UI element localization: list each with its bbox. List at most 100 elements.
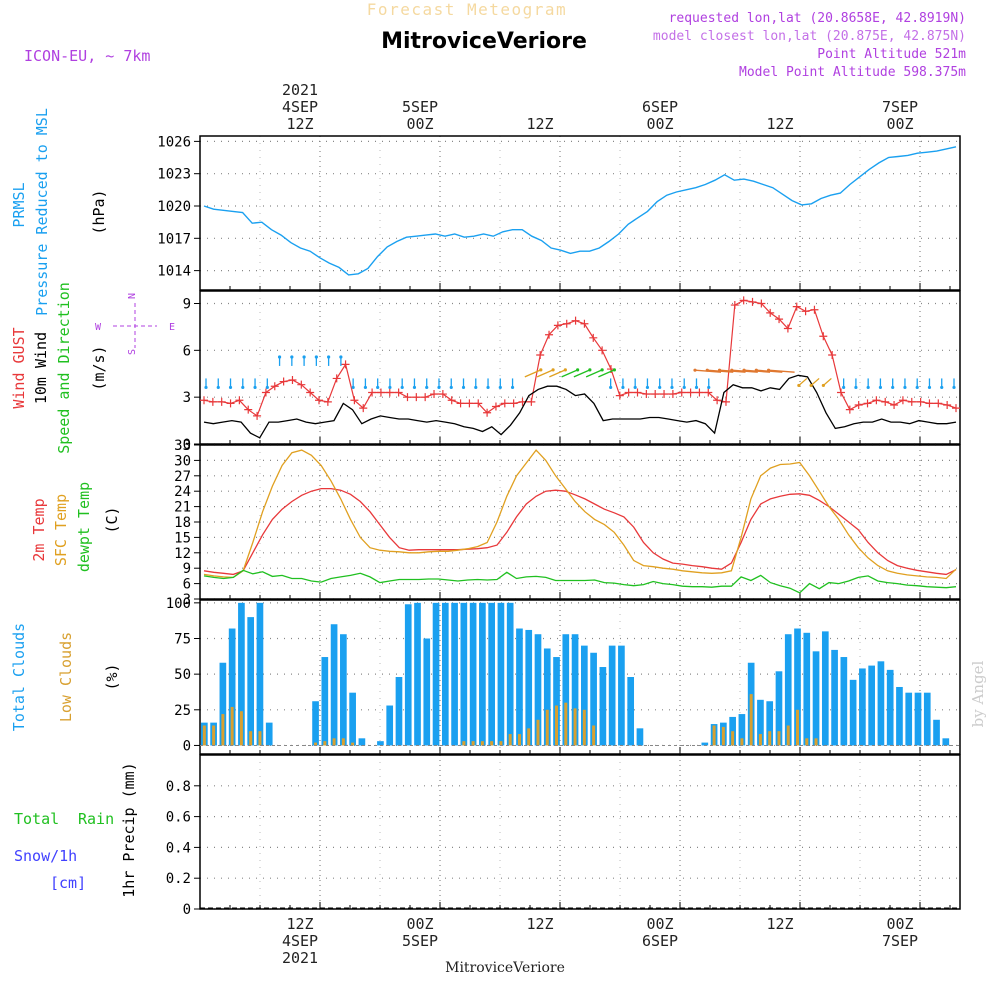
temp-dewpt-label: dewpt Temp (75, 482, 93, 572)
gust-marker (288, 375, 297, 384)
wind-arrow-head (563, 368, 567, 372)
wind-speed-dir-label: Speed and Direction (55, 282, 73, 454)
total-clouds-bar (358, 738, 366, 746)
wind-arrow-head (645, 385, 650, 390)
wind-arrow-head (339, 355, 343, 359)
total-clouds-bar (803, 632, 811, 746)
total-clouds-bar (914, 692, 922, 746)
low-clouds-bar (573, 708, 577, 746)
time-label-top: 00Z (406, 115, 433, 133)
gust-marker (651, 390, 660, 399)
gust-marker (421, 393, 430, 402)
clouds-unit: (%) (103, 663, 121, 690)
gust-marker (783, 324, 792, 333)
wind-arrow-head (717, 368, 722, 372)
low-clouds-bar (749, 694, 753, 746)
total-clouds-bar (525, 629, 533, 746)
wind-arrow-head (609, 385, 613, 390)
gust-marker (253, 411, 262, 420)
gust-marker (766, 308, 775, 317)
time-label-top: 12Z (526, 115, 553, 133)
total-clouds-bar (757, 699, 764, 746)
time-label-bottom: 12Z (526, 915, 553, 933)
wind-gust-label: Wind GUST (10, 327, 28, 408)
total-clouds-bar (849, 679, 857, 746)
gust-marker (642, 390, 651, 399)
wind-arrow-head (576, 368, 580, 372)
total-clouds-bar (905, 692, 913, 746)
gust-marker (430, 390, 439, 399)
gust-marker (571, 316, 580, 325)
time-label-bottom: 00Z (406, 915, 433, 933)
total-clouds-bar (618, 645, 625, 746)
gust-marker (385, 388, 394, 397)
wind-arrow-head (809, 383, 813, 388)
wind-direction-arrow (524, 369, 542, 378)
total-clouds-bar (794, 628, 801, 746)
total-clouds-bar (321, 657, 329, 746)
gust-marker (633, 388, 642, 397)
wind-arrow-head (351, 385, 355, 390)
gust-marker (730, 301, 739, 310)
time-label-bottom: 2021 (282, 949, 318, 967)
low-clouds-bar (805, 738, 809, 746)
wind-arrow-head (388, 385, 392, 390)
wind-arrow-head (682, 385, 686, 390)
low-clouds-bar (712, 725, 716, 746)
gust-marker (721, 397, 730, 406)
total-clouds-bar (859, 668, 866, 746)
gust-marker (881, 397, 890, 406)
gust-marker (403, 393, 412, 402)
gust-marker (836, 388, 845, 397)
time-label-bottom: 6SEP (642, 932, 678, 950)
time-label-top: 00Z (886, 115, 913, 133)
gust-marker (801, 307, 810, 316)
total-clouds-bar (488, 602, 495, 746)
total-clouds-bar (590, 652, 597, 746)
station-title: MitroviceVeriore (381, 29, 587, 54)
wind-arrow-head (612, 368, 616, 372)
gust-marker (200, 396, 208, 405)
panel-frame (199, 599, 961, 755)
pressure-series-line (203, 146, 957, 276)
gust-marker (332, 374, 341, 383)
wind-arrow-head (204, 385, 208, 390)
wind-series-line (203, 374, 957, 439)
gust-marker (845, 405, 854, 414)
y-tick-label: 18 (174, 515, 191, 531)
y-tick-label: 0 (183, 738, 191, 754)
low-clouds-bar (212, 725, 216, 746)
gust-marker (615, 391, 624, 400)
total-clouds-bar (701, 742, 709, 746)
gust-marker (315, 396, 324, 405)
gust-marker (854, 400, 863, 409)
total-clouds-bar (238, 602, 245, 746)
total-clouds-label: Total Clouds (10, 623, 28, 731)
gust-marker (244, 405, 253, 414)
gust-marker (819, 332, 828, 341)
total-clouds-bar (497, 602, 505, 746)
gust-marker (580, 319, 589, 328)
total-clouds-bar (840, 657, 848, 746)
total-clouds-bar (460, 602, 468, 746)
y-tick-label: 0 (183, 902, 191, 918)
model-label: ICON-EU, ~ 7km (24, 47, 150, 65)
wind-arrow-head (228, 385, 233, 390)
wind-arrow-head (903, 385, 907, 390)
y-tick-label: 24 (174, 484, 191, 500)
wind-arrow-head (633, 385, 637, 390)
panel-frame (199, 290, 961, 445)
wind-arrow-head (821, 383, 825, 388)
total-label: Total (14, 810, 59, 828)
total-clouds-bar (896, 686, 903, 746)
total-clouds-bar (395, 677, 403, 746)
y-tick-label: 1023 (157, 167, 191, 183)
point-altitude: Point Altitude 521m (817, 47, 966, 62)
temp-2m-label: 2m Temp (30, 498, 48, 561)
time-label-bottom: 5SEP (402, 932, 438, 950)
wind-arrow-head (621, 385, 625, 390)
y-tick-label: 0 (183, 437, 191, 453)
total-clouds-bar (423, 638, 431, 746)
